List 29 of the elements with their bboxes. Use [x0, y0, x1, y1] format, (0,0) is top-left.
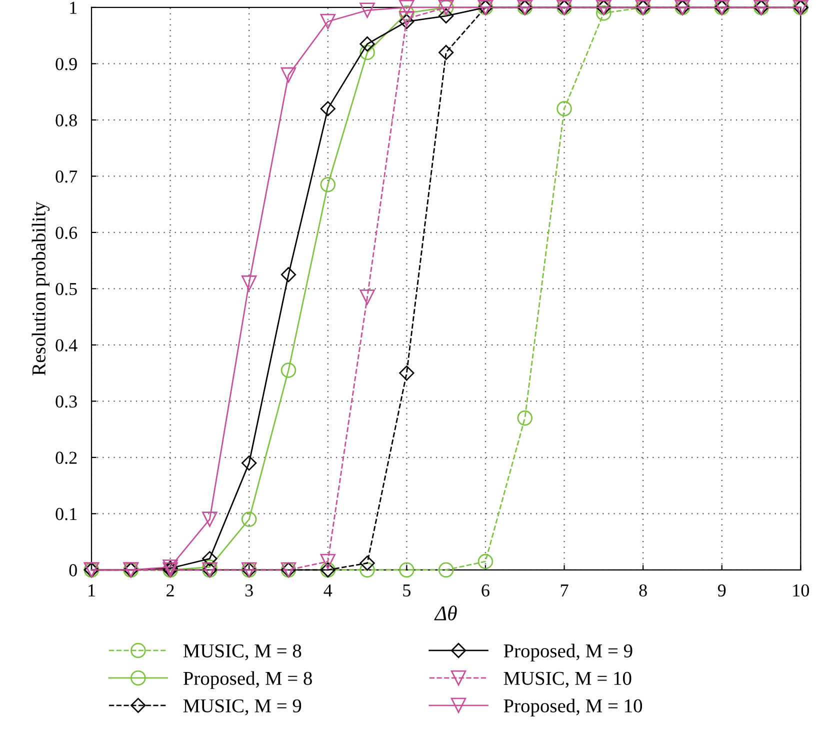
y-tick-label: 0.4	[56, 339, 78, 352]
x-tick-label: 5	[403, 584, 410, 597]
y-axis-title: Resolution probability	[32, 202, 50, 376]
x-tick-label: 2	[166, 584, 174, 596]
y-tick-label: 0	[69, 564, 77, 576]
x-tick-label: 7	[560, 584, 568, 596]
x-tick-label: 4	[324, 584, 332, 596]
legend-label: MUSIC, M = 9	[183, 699, 302, 716]
x-tick-label: 9	[718, 584, 726, 597]
x-tick-label: 6	[482, 584, 490, 597]
y-tick-label: 0.2	[56, 452, 77, 464]
legend-label: Proposed, M = 9	[504, 644, 632, 662]
x-tick-label: 8	[639, 584, 647, 597]
x-tick-label: 3	[245, 584, 253, 597]
y-tick-label: 0.5	[56, 282, 77, 296]
y-tick-label: 0.9	[56, 58, 77, 70]
legend-label: MUSIC, M = 10	[504, 672, 632, 688]
y-tick-label: 0.8	[56, 114, 77, 126]
y-tick-label: 1	[70, 2, 77, 14]
legend-label: Proposed, M = 10	[504, 698, 642, 716]
x-axis-title: Δθ	[434, 606, 457, 620]
x-tick-label: 10	[793, 584, 809, 597]
y-tick-label: 0.3	[56, 395, 77, 408]
y-tick-label: 0.7	[56, 170, 78, 183]
legend-label: MUSIC, M = 8	[183, 644, 302, 660]
legend-label: Proposed, M = 8	[183, 671, 312, 689]
x-tick-label: 1	[88, 584, 95, 596]
y-tick-label: 0.6	[56, 226, 78, 239]
y-tick-label: 0.1	[56, 508, 77, 520]
